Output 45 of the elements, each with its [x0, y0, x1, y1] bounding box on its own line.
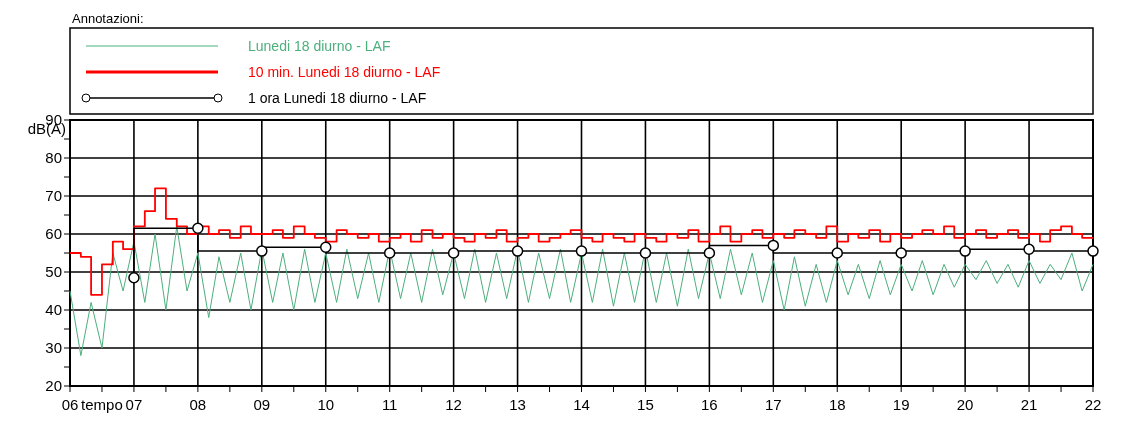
x-tick-label: 22 — [1084, 396, 1102, 413]
y-tick-label: 40 — [45, 301, 62, 318]
point — [1087, 245, 1099, 257]
x-tick-label: 15 — [637, 396, 654, 413]
point — [320, 241, 332, 254]
point — [256, 245, 268, 257]
x-tick-label: 16 — [701, 396, 718, 413]
point — [831, 247, 843, 259]
point — [639, 247, 652, 259]
x-tick-label: 17 — [764, 396, 782, 413]
point — [767, 239, 780, 252]
point — [575, 245, 588, 257]
legend-title: Annotazioni: — [72, 11, 144, 26]
x-tick-label: 20 — [956, 396, 974, 413]
point — [511, 245, 524, 257]
x-tick-label: 21 — [1020, 396, 1038, 413]
legend-label: 1 ora Lunedi 18 diurno - LAF — [248, 90, 427, 106]
point — [383, 247, 396, 259]
x-tick-label: 14 — [573, 396, 590, 413]
text: Lunedi 18 diurno - LAF — [248, 38, 391, 54]
point — [959, 245, 971, 257]
y-tick-label: 60 — [45, 225, 62, 242]
text: 10 min. Lunedi 18 diurno - LAF — [248, 64, 441, 80]
x-tick-label: 07 — [125, 396, 143, 413]
x-tick-label: 08 — [189, 396, 207, 413]
x-tick-label: 19 — [892, 396, 910, 413]
x-tick-label: 18 — [828, 396, 846, 413]
point — [1023, 243, 1035, 255]
x-tick-label: 09 — [253, 396, 271, 413]
y-tick-label: 80 — [45, 149, 62, 166]
x-axis-title: tempo — [81, 396, 123, 413]
y-tick-label: 30 — [45, 339, 62, 356]
y-tick-label: 70 — [45, 187, 62, 204]
y-tick-label: 20 — [45, 377, 62, 394]
x-tick-label: 13 — [509, 396, 526, 413]
x-tick-label: 12 — [445, 396, 462, 413]
point — [895, 247, 907, 259]
y-tick-label: 50 — [45, 263, 62, 280]
point — [128, 271, 140, 284]
x-tick-label: 11 — [381, 396, 398, 413]
x-tick-label: 06 — [61, 396, 79, 413]
x-tick-label: 10 — [317, 396, 335, 413]
point — [703, 247, 716, 259]
point — [192, 222, 204, 235]
point — [447, 247, 460, 259]
